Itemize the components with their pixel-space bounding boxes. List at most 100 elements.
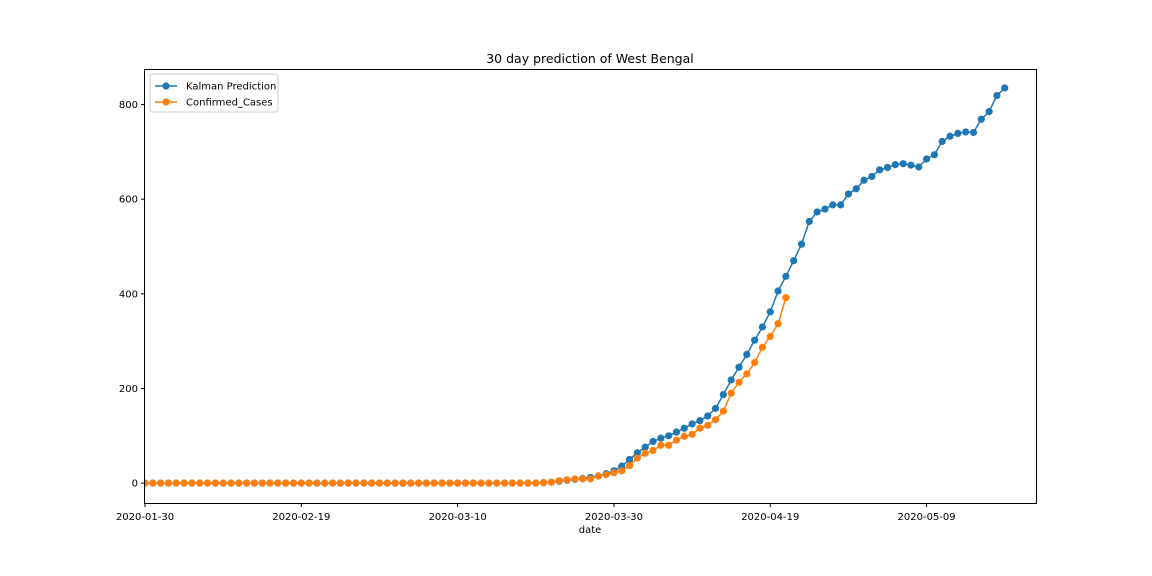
data-point — [203, 479, 212, 487]
data-point — [735, 363, 743, 371]
data-point — [266, 479, 274, 487]
data-point — [344, 479, 352, 487]
data-point — [829, 201, 837, 209]
data-point — [993, 91, 1001, 100]
data-point — [305, 479, 313, 487]
data-point — [704, 412, 712, 420]
x-tick-label: 2020-04-19 — [741, 512, 799, 523]
data-point — [157, 479, 165, 487]
data-point — [782, 294, 790, 302]
data-point — [954, 129, 962, 138]
data-point — [680, 424, 688, 432]
data-point — [688, 430, 696, 438]
data-point — [962, 128, 970, 136]
x-tick-label: 2020-05-09 — [898, 512, 956, 523]
data-point — [696, 424, 704, 432]
data-point — [391, 479, 399, 487]
data-point — [719, 391, 727, 399]
data-point — [282, 479, 290, 487]
data-point — [297, 479, 305, 487]
y-tick-label: 200 — [119, 384, 138, 395]
data-point — [422, 479, 430, 487]
data-point — [407, 479, 415, 487]
data-point — [790, 257, 798, 265]
data-point — [508, 479, 516, 487]
data-point — [649, 437, 657, 446]
data-point — [915, 163, 923, 171]
data-point — [633, 454, 641, 462]
x-tick-label: 2020-03-30 — [585, 512, 643, 523]
data-point — [610, 469, 618, 477]
data-point — [164, 479, 173, 487]
data-point — [969, 128, 978, 137]
data-point — [352, 479, 360, 487]
data-point — [180, 479, 188, 487]
data-point — [688, 420, 696, 428]
data-point — [883, 163, 892, 172]
data-point — [665, 441, 673, 449]
legend: Kalman Prediction Confirmed_Cases — [149, 73, 279, 113]
data-point — [704, 421, 712, 429]
data-point — [641, 449, 649, 457]
data-point — [477, 479, 485, 487]
data-point — [579, 475, 587, 483]
data-point — [813, 208, 821, 216]
data-point — [743, 370, 751, 378]
data-point — [766, 332, 774, 341]
data-point — [360, 479, 368, 487]
data-point — [680, 432, 688, 440]
y-tick-label: 800 — [119, 100, 138, 111]
chart-title: 30 day prediction of West Bengal — [486, 51, 694, 66]
data-point — [500, 479, 509, 487]
data-point — [563, 476, 571, 484]
data-point — [461, 479, 470, 487]
data-point — [446, 479, 454, 487]
x-tick-label: 2020-03-10 — [429, 512, 487, 523]
data-point — [1001, 84, 1009, 92]
data-point — [485, 479, 493, 487]
data-point — [852, 185, 860, 193]
data-point — [211, 479, 219, 487]
data-point — [719, 407, 727, 415]
data-point — [743, 350, 751, 359]
data-point — [774, 287, 782, 295]
data-point — [860, 176, 868, 184]
data-point — [657, 441, 665, 449]
data-point — [672, 436, 681, 444]
data-point — [188, 479, 196, 487]
plot-frame — [144, 69, 1037, 504]
y-axis: 0 200 400 600 800 — [119, 100, 145, 490]
data-point — [821, 205, 829, 213]
legend-box — [149, 73, 279, 113]
x-tick-label: 2020-01-30 — [116, 512, 174, 523]
data-point — [438, 479, 446, 487]
data-point — [532, 479, 540, 487]
series-line-1 — [145, 297, 787, 484]
data-point — [430, 479, 438, 487]
data-point — [930, 151, 938, 159]
data-point — [289, 479, 298, 487]
data-point — [313, 479, 321, 487]
plot-area — [145, 84, 1009, 487]
data-point — [145, 479, 149, 487]
data-point — [649, 446, 657, 455]
data-point — [547, 478, 556, 486]
data-point — [243, 479, 251, 487]
data-point — [493, 479, 501, 487]
data-point — [196, 479, 204, 487]
data-point — [657, 434, 665, 442]
data-point — [454, 479, 462, 487]
data-point — [625, 455, 634, 464]
data-point — [618, 467, 626, 475]
data-point — [805, 217, 813, 226]
data-point — [891, 161, 899, 169]
data-point — [641, 443, 649, 451]
data-point — [368, 479, 376, 487]
data-point — [336, 479, 344, 487]
data-point — [782, 272, 790, 280]
data-point — [711, 404, 720, 412]
data-point — [540, 479, 548, 487]
data-point — [665, 432, 673, 440]
legend-marker — [162, 98, 170, 106]
data-point — [844, 190, 853, 198]
